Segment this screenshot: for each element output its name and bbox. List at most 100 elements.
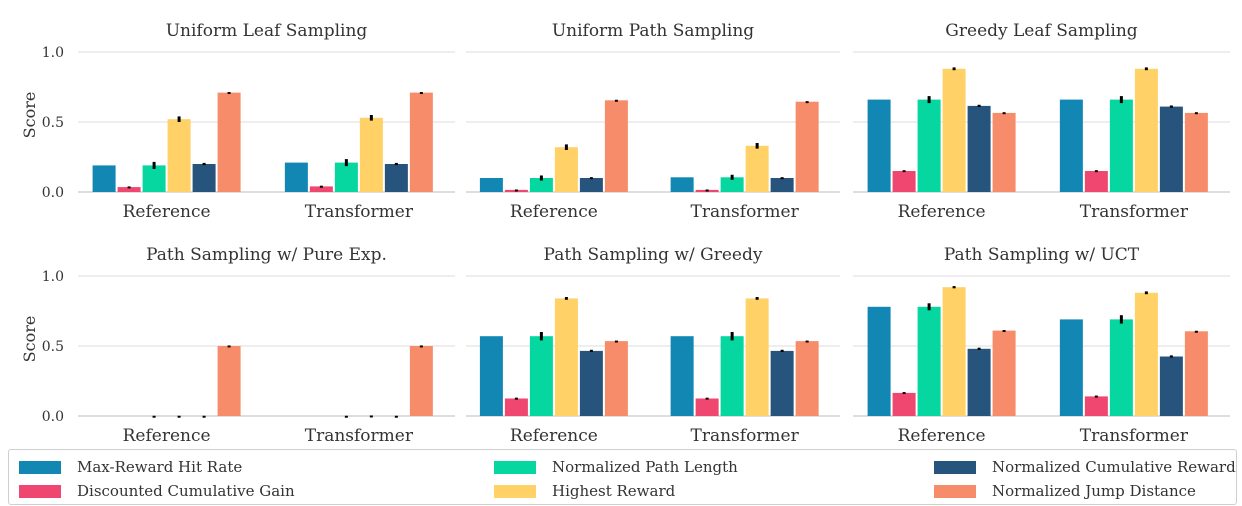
y-tick-label: 0.0	[42, 185, 64, 201]
legend-swatch	[934, 460, 976, 474]
legend-item-max-reward-hit-rate: Max-Reward Hit Rate	[19, 457, 242, 477]
legend-label: Normalized Jump Distance	[992, 482, 1196, 500]
legend-item-normalized-jump-distance: Normalized Jump Distance	[934, 481, 1196, 501]
bar	[1159, 106, 1183, 192]
bar	[192, 164, 216, 192]
bar	[1084, 396, 1108, 416]
bar	[867, 99, 891, 192]
y-tick-label: 0.0	[42, 409, 64, 425]
bar	[720, 177, 744, 192]
bar	[1109, 319, 1133, 416]
y-tick-label: 1.0	[42, 269, 64, 285]
bar	[529, 336, 553, 416]
bar	[334, 162, 358, 192]
legend-label: Normalized Path Length	[552, 458, 738, 476]
bar	[917, 99, 941, 192]
x-tick-label: Transformer	[1080, 202, 1189, 222]
bar	[917, 306, 941, 416]
subplot-title: Path Sampling w/ UCT	[944, 245, 1140, 265]
bar	[409, 346, 433, 416]
bar	[217, 92, 241, 192]
subplot-title: Path Sampling w/ Greedy	[544, 245, 763, 265]
bar	[867, 306, 891, 416]
subplot-1	[78, 51, 455, 193]
bar	[720, 336, 744, 416]
legend-item-normalized-cumulative-reward: Normalized Cumulative Reward	[934, 457, 1236, 477]
y-tick-label: 0.5	[42, 115, 64, 131]
bar	[142, 165, 166, 192]
bar	[359, 117, 383, 192]
legend-label: Max-Reward Hit Rate	[77, 458, 243, 476]
bar	[1184, 331, 1208, 416]
bar	[1184, 112, 1208, 192]
bar	[504, 398, 528, 416]
subplot-4	[78, 275, 455, 418]
bar	[1109, 99, 1133, 192]
legend-item-normalized-path-length: Normalized Path Length	[494, 457, 738, 477]
bar	[284, 162, 308, 192]
bar	[992, 112, 1016, 192]
subplot-title: Uniform Leaf Sampling	[166, 21, 368, 41]
bar	[1059, 99, 1083, 192]
bar	[992, 330, 1016, 416]
legend-label: Discounted Cumulative Gain	[77, 482, 295, 500]
bar	[554, 298, 578, 416]
x-tick-label: Transformer	[691, 426, 800, 446]
legend-item-highest-reward: Highest Reward	[494, 481, 675, 501]
bar	[670, 177, 694, 192]
legend-swatch	[494, 460, 536, 474]
bar	[892, 392, 916, 416]
bar	[770, 178, 794, 192]
bar	[967, 348, 991, 416]
subplot-title: Uniform Path Sampling	[552, 21, 754, 41]
legend: Max-Reward Hit Rate Discounted Cumulativ…	[8, 449, 1237, 505]
bar	[1084, 171, 1108, 192]
bar	[745, 145, 769, 192]
bar	[942, 287, 966, 416]
bar	[309, 186, 333, 192]
y-axis-label: Score	[20, 92, 39, 139]
legend-swatch	[19, 484, 61, 498]
bar	[554, 147, 578, 192]
y-tick-label: 1.0	[42, 45, 64, 61]
x-tick-label: Reference	[510, 426, 598, 446]
bar	[695, 398, 719, 416]
bar	[479, 178, 503, 192]
subplot-6	[853, 275, 1230, 417]
bar	[770, 350, 794, 416]
bar	[167, 119, 191, 192]
subplot-5	[466, 275, 840, 417]
bar	[942, 68, 966, 192]
bar	[579, 178, 603, 192]
y-axis-label: Score	[20, 316, 39, 363]
bar	[1159, 356, 1183, 416]
bar	[795, 101, 819, 192]
bar	[670, 336, 694, 416]
bar	[579, 350, 603, 416]
bar	[92, 165, 116, 192]
bar	[1059, 319, 1083, 416]
subplot-2	[466, 51, 840, 193]
legend-swatch	[19, 460, 61, 474]
bar	[1134, 292, 1158, 416]
x-tick-label: Transformer	[305, 202, 414, 222]
legend-swatch	[934, 484, 976, 498]
subplot-title: Path Sampling w/ Pure Exp.	[146, 245, 387, 265]
legend-item-discounted-cumulative-gain: Discounted Cumulative Gain	[19, 481, 295, 501]
legend-label: Highest Reward	[552, 482, 676, 500]
bar	[745, 298, 769, 416]
y-tick-label: 0.5	[42, 339, 64, 355]
bar	[1134, 68, 1158, 192]
x-tick-label: Transformer	[1080, 426, 1189, 446]
x-tick-label: Transformer	[691, 202, 800, 222]
bar	[967, 105, 991, 192]
bar	[892, 171, 916, 192]
subplot-title: Greedy Leaf Sampling	[945, 21, 1138, 41]
x-tick-label: Reference	[123, 426, 211, 446]
x-tick-label: Reference	[898, 426, 986, 446]
legend-label: Normalized Cumulative Reward	[992, 458, 1236, 476]
bar	[409, 92, 433, 192]
bar	[529, 178, 553, 192]
subplot-3	[853, 51, 1230, 193]
